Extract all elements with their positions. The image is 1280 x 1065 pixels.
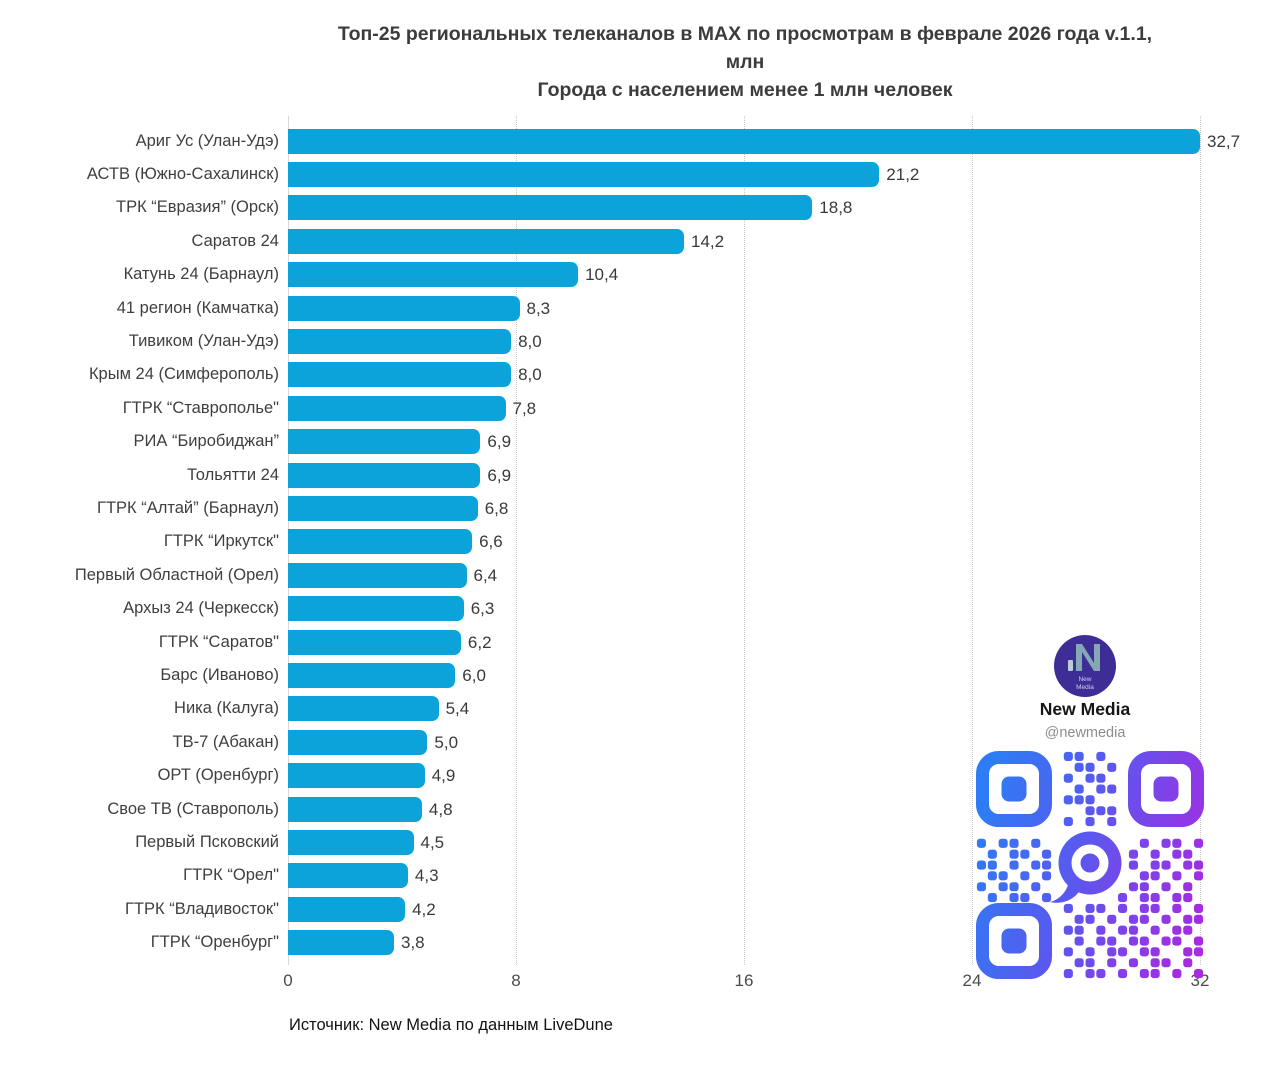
category-label: Свое ТВ (Ставрополь) [107, 799, 279, 818]
bar [288, 863, 408, 889]
category-label: ГТРК “Орел" [183, 866, 279, 885]
value-label: 6,0 [462, 665, 486, 685]
chart-title-line1: Топ-25 региональных телеканалов в MAX по… [337, 23, 1153, 45]
chart-subtitle: Города с населением менее 1 млн человек [537, 79, 953, 101]
category-label: Барс (Иваново) [160, 665, 279, 684]
category-label: АСТВ (Южно-Сахалинск) [86, 164, 279, 183]
bar [288, 362, 512, 388]
max-messenger-logo-icon [1050, 831, 1122, 903]
value-label: 6,9 [487, 465, 512, 485]
bar [288, 429, 481, 455]
gridline [1200, 116, 1201, 965]
bar [288, 128, 1200, 154]
category-label: ГТРК “Ставрополье" [122, 398, 279, 417]
value-label: 32,7 [1207, 131, 1241, 151]
value-label: 3,8 [401, 933, 425, 953]
bar [288, 262, 579, 288]
value-label: 4,2 [412, 899, 436, 919]
logo-text-new: New [1078, 676, 1091, 683]
value-label: 5,4 [445, 699, 470, 719]
source-caption: Источник: New Media по данным LiveDune [289, 1016, 613, 1034]
category-label: ГТРК “Иркутск" [163, 532, 279, 551]
bar [288, 161, 880, 187]
bar [288, 529, 473, 555]
value-label: 18,8 [819, 198, 853, 218]
category-label: Саратов 24 [191, 231, 279, 250]
value-label: 6,4 [473, 565, 498, 585]
x-tick-label: 0 [283, 971, 293, 990]
brand-name: New Media [1039, 699, 1131, 719]
value-label: 5,0 [434, 732, 459, 752]
value-label: 4,5 [420, 832, 445, 852]
category-label: ГТРК “Алтай” (Барнаул) [97, 498, 279, 517]
gridline [744, 116, 745, 965]
bar [288, 462, 481, 488]
brand-handle: @newmedia [1044, 725, 1126, 741]
qr-code [976, 751, 1204, 979]
category-label: 41 регион (Камчатка) [116, 298, 279, 317]
bar [288, 729, 428, 755]
category-label: ГТРК “Саратов" [158, 632, 279, 651]
value-label: 14,2 [691, 231, 725, 251]
category-label: Архыз 24 (Черкесск) [123, 599, 279, 618]
value-label: 4,9 [431, 766, 456, 786]
category-label: ТРК “Евразия” (Орск) [116, 198, 279, 217]
category-label: Первый Псковский [135, 832, 279, 851]
category-label: Первый Областной (Орел) [74, 565, 279, 584]
value-label: 6,3 [470, 599, 495, 619]
x-tick-label: 16 [734, 971, 754, 990]
category-label: Тивиком (Улан-Удэ) [128, 331, 279, 350]
value-label: 6,9 [487, 432, 512, 452]
bar [288, 696, 439, 722]
category-label: Ариг Ус (Улан-Удэ) [135, 131, 279, 150]
value-label: 6,2 [467, 632, 492, 652]
value-label: 8,0 [518, 331, 542, 351]
new-media-logo-icon: New Media [1054, 635, 1116, 697]
bar [288, 195, 813, 221]
category-label: Катунь 24 (Барнаул) [123, 265, 279, 284]
value-label: 8,0 [518, 365, 542, 385]
value-label: 8,3 [526, 298, 551, 318]
category-label: Ника (Калуга) [174, 699, 279, 718]
category-label: Крым 24 (Симферополь) [88, 365, 279, 384]
gridline [516, 116, 517, 965]
x-tick-label: 8 [511, 971, 521, 990]
bar [288, 295, 520, 321]
logo-text-media: Media [1076, 684, 1094, 691]
value-label: 10,4 [585, 265, 619, 285]
bar [288, 495, 478, 521]
category-label: Тольятти 24 [186, 465, 279, 484]
category-label: ОРТ (Оренбург) [157, 766, 279, 785]
bar [288, 395, 506, 421]
value-label: 21,2 [886, 164, 920, 184]
gridline [972, 116, 973, 965]
bar [288, 328, 512, 354]
qr-code-svg [976, 751, 1204, 979]
x-tick-label: 24 [962, 971, 982, 990]
value-label: 7,8 [512, 398, 537, 418]
category-label: ТВ-7 (Абакан) [172, 732, 279, 751]
bar [288, 930, 394, 956]
bar [288, 228, 684, 254]
category-label: ГТРК “Владивосток" [125, 899, 279, 918]
bar [288, 629, 461, 655]
chart-title: Топ-25 региональных телеканалов в MAX по… [210, 20, 1280, 104]
bar [288, 829, 414, 855]
bar [288, 662, 456, 688]
chart-title-line2: млн [725, 51, 765, 73]
value-label: 6,8 [484, 498, 509, 518]
value-label: 4,8 [428, 799, 453, 819]
category-label: РИА “Биробиджан” [133, 432, 279, 451]
value-label: 4,3 [414, 866, 439, 886]
bar [288, 763, 425, 789]
bar [288, 596, 464, 622]
bar [288, 562, 467, 588]
bar [288, 796, 422, 822]
category-label: ГТРК “Оренбург" [150, 933, 279, 952]
value-label: 6,6 [479, 532, 503, 552]
bar [288, 896, 406, 922]
